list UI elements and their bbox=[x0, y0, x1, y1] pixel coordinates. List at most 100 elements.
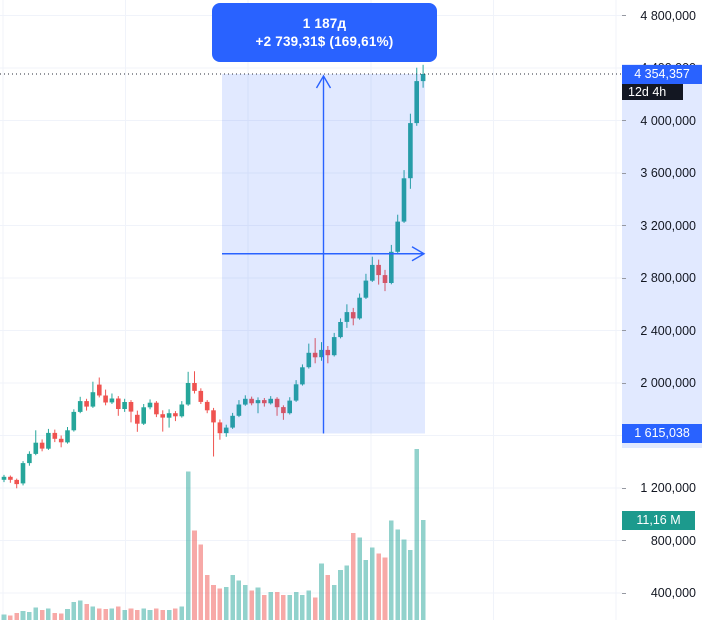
volume-badge: 11,16 M bbox=[622, 510, 695, 530]
price-axis-label: 3 200,000 bbox=[640, 218, 696, 233]
candle bbox=[287, 400, 292, 414]
candle bbox=[274, 398, 280, 408]
candle bbox=[84, 401, 89, 407]
candle bbox=[389, 251, 394, 283]
price-axis-label: 4 000,000 bbox=[640, 113, 696, 128]
volume-bar bbox=[262, 594, 267, 620]
candle bbox=[46, 432, 51, 449]
candle bbox=[141, 407, 146, 424]
gridlines bbox=[0, 0, 622, 620]
candle bbox=[217, 422, 223, 434]
volume-bar bbox=[71, 602, 77, 620]
candle bbox=[77, 401, 83, 412]
bar-countdown-badge: 12d 4h bbox=[622, 83, 683, 100]
candle bbox=[179, 404, 185, 417]
price-axis-label: 800,000 bbox=[650, 533, 696, 548]
candle bbox=[249, 398, 254, 404]
volume-bar bbox=[135, 610, 140, 620]
candle bbox=[236, 404, 242, 416]
volume-bar bbox=[204, 575, 210, 620]
volume-bar bbox=[319, 563, 324, 620]
chart-canvas[interactable] bbox=[0, 0, 622, 620]
candle bbox=[376, 264, 381, 276]
volume-bar bbox=[39, 610, 45, 620]
price-axis-label: 2 800,000 bbox=[640, 271, 696, 285]
price-axis-label: 1 200,000 bbox=[640, 481, 696, 495]
candle bbox=[185, 383, 191, 405]
volume-bar bbox=[370, 547, 375, 620]
volume-bar bbox=[255, 587, 261, 620]
price-axis-label: 2 400,000 bbox=[640, 323, 696, 338]
candle bbox=[255, 400, 261, 404]
price-axis-tick bbox=[622, 592, 626, 594]
volume-bar bbox=[147, 610, 153, 620]
measure-tooltip[interactable]: 1 187д +2 739,31$ (169,61%) bbox=[212, 3, 437, 62]
candle bbox=[71, 411, 77, 431]
candle bbox=[14, 479, 19, 485]
price-axis-tick bbox=[622, 15, 626, 16]
volume-bar bbox=[401, 539, 407, 620]
volume-bar bbox=[293, 592, 299, 620]
candle bbox=[338, 322, 343, 338]
candle bbox=[401, 178, 407, 222]
volume-bar bbox=[243, 585, 248, 620]
candle bbox=[243, 398, 248, 405]
price-axis-label: 4 800,000 bbox=[640, 8, 696, 23]
measure-tool[interactable] bbox=[222, 74, 426, 434]
volume-bar bbox=[179, 606, 185, 620]
candle bbox=[27, 453, 32, 464]
price-chart-canvas[interactable]: 1 187д +2 739,31$ (169,61%) bbox=[0, 0, 622, 620]
candle bbox=[312, 352, 318, 358]
volume-series bbox=[1, 448, 426, 620]
volume-bar bbox=[103, 609, 108, 620]
candle bbox=[147, 402, 153, 408]
candle bbox=[211, 410, 216, 423]
volume-bar bbox=[325, 575, 331, 620]
measure-duration: 1 187д bbox=[302, 16, 347, 31]
arrow-right-icon bbox=[411, 246, 426, 262]
volume-bar bbox=[122, 610, 127, 620]
candle bbox=[1, 476, 7, 480]
price-axis-tick bbox=[622, 487, 626, 489]
volume-bar bbox=[58, 613, 64, 620]
volume-bar bbox=[33, 607, 39, 620]
volume-bar bbox=[376, 553, 381, 620]
candle bbox=[350, 312, 356, 319]
candle bbox=[281, 407, 286, 414]
volume-bar bbox=[350, 533, 356, 620]
price-axis-tick bbox=[622, 225, 626, 226]
candle bbox=[262, 400, 267, 404]
candle bbox=[33, 442, 39, 454]
volume-bar bbox=[1, 614, 7, 620]
volume-bar bbox=[312, 597, 318, 620]
volume-bar bbox=[185, 471, 191, 620]
volume-bar bbox=[141, 608, 146, 620]
volume-bar bbox=[211, 585, 216, 620]
volume-bar bbox=[109, 608, 115, 620]
volume-bar bbox=[281, 594, 286, 620]
volume-bar bbox=[217, 588, 223, 620]
candle bbox=[109, 398, 115, 403]
volume-bar bbox=[357, 537, 362, 620]
volume-bar bbox=[268, 592, 273, 620]
candle bbox=[135, 414, 140, 424]
candle bbox=[122, 402, 127, 409]
volume-bar bbox=[192, 530, 197, 620]
volume-bar bbox=[20, 611, 26, 620]
volume-bar bbox=[223, 586, 229, 620]
candle bbox=[293, 384, 299, 401]
candle bbox=[97, 384, 102, 396]
price-axis-tick bbox=[622, 277, 626, 279]
volume-bar bbox=[27, 611, 32, 620]
price-axis-label: 2 000,000 bbox=[640, 376, 696, 390]
candle bbox=[128, 402, 134, 412]
price-axis-label: 3 600,000 bbox=[640, 166, 696, 180]
candle bbox=[223, 427, 229, 434]
candle bbox=[8, 476, 13, 480]
candle bbox=[90, 392, 96, 407]
price-axis-tick bbox=[622, 540, 626, 541]
volume-bar bbox=[84, 603, 89, 620]
volume-bar bbox=[14, 612, 19, 620]
